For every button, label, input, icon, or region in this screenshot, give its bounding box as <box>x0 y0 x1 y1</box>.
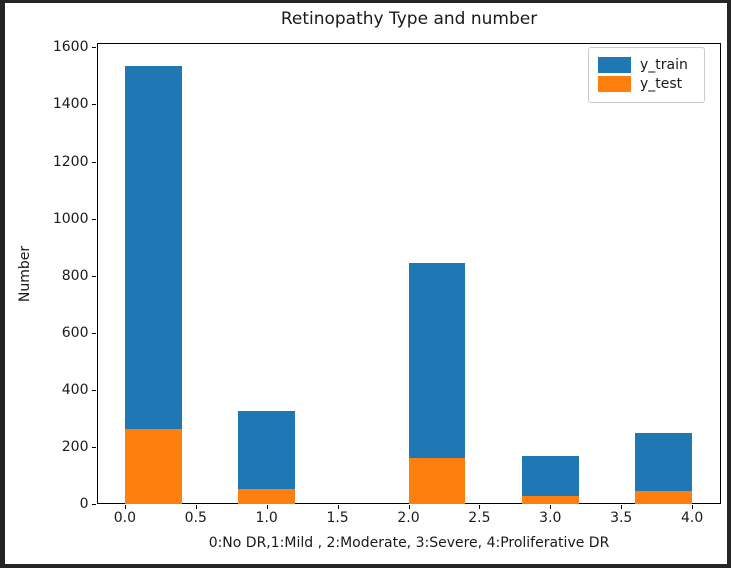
y-tick-label-1200: 1200 <box>52 153 89 170</box>
y-tick-mark-200 <box>92 447 96 449</box>
x-tick-mark-1.0 <box>266 504 268 509</box>
x-axis-label: 0:No DR,1:Mild , 2:Moderate, 3:Severe, 4… <box>208 535 610 551</box>
bar-y_train-1 <box>238 411 296 505</box>
x-tick-label-3.0: 3.0 <box>539 510 562 527</box>
x-tick-mark-2.0 <box>408 504 410 509</box>
bar-y_test-4 <box>635 490 693 505</box>
y-tick-label-400: 400 <box>61 382 89 399</box>
y-tick-mark-0 <box>92 504 96 506</box>
x-tick-label-3.5: 3.5 <box>610 510 633 527</box>
bar-y_test-1 <box>238 489 296 505</box>
x-tick-mark-2.5 <box>479 504 481 509</box>
y-tick-mark-1000 <box>92 218 96 220</box>
y-tick-mark-1400 <box>92 104 96 106</box>
y-tick-mark-400 <box>92 390 96 392</box>
x-tick-mark-3.5 <box>621 504 623 509</box>
x-tick-mark-1.5 <box>337 504 339 509</box>
x-tick-mark-3.0 <box>550 504 552 509</box>
y-axis-label: Number <box>17 245 33 303</box>
x-tick-mark-0.5 <box>195 504 197 509</box>
x-tick-mark-4.0 <box>692 504 694 509</box>
bar-y_test-0 <box>124 428 182 505</box>
legend-item-y_test: y_test <box>598 76 695 92</box>
legend-label-y_test: y_test <box>640 76 683 92</box>
y-tick-label-1600: 1600 <box>52 39 89 56</box>
chart-title: Retinopathy Type and number <box>280 9 538 29</box>
y-tick-label-200: 200 <box>61 439 89 456</box>
x-tick-label-0.5: 0.5 <box>184 510 207 527</box>
y-tick-mark-1600 <box>92 47 96 49</box>
bar-y_test-2 <box>408 458 466 505</box>
y-tick-label-600: 600 <box>61 324 89 341</box>
legend-swatch-y_test <box>598 76 631 92</box>
y-tick-label-800: 800 <box>61 267 89 284</box>
legend-item-y_train: y_train <box>598 57 695 73</box>
y-tick-mark-800 <box>92 275 96 277</box>
y-tick-mark-600 <box>92 332 96 334</box>
y-tick-label-1400: 1400 <box>52 96 89 113</box>
y-tick-label-1000: 1000 <box>52 210 89 227</box>
x-tick-label-4.0: 4.0 <box>680 510 704 527</box>
legend-label-y_train: y_train <box>640 57 688 73</box>
x-tick-label-2.0: 2.0 <box>397 510 420 527</box>
x-tick-label-1.5: 1.5 <box>326 510 349 527</box>
legend: y_train y_test <box>588 47 705 103</box>
legend-swatch-y_train <box>598 57 631 73</box>
x-tick-label-1.0: 1.0 <box>255 510 278 527</box>
bar-y_test-3 <box>521 496 579 505</box>
y-tick-label-0: 0 <box>79 496 89 513</box>
y-tick-mark-1200 <box>92 161 96 163</box>
x-tick-label-0.0: 0.0 <box>113 510 136 527</box>
x-tick-label-2.5: 2.5 <box>468 510 491 527</box>
x-tick-mark-0.0 <box>124 504 126 509</box>
